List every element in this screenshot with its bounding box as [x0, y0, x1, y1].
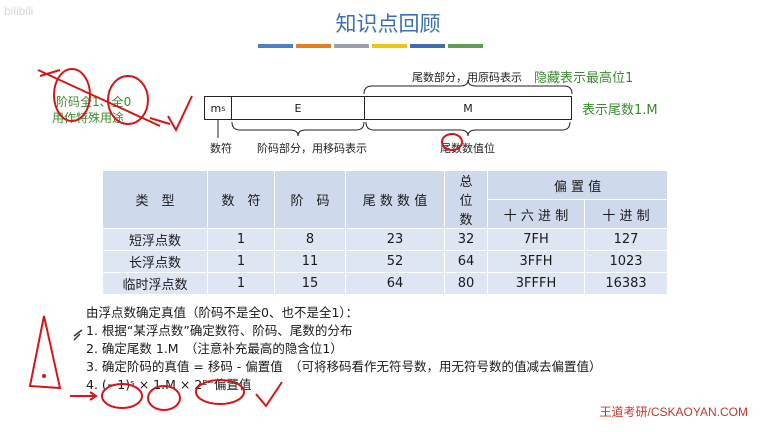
table-row: 长浮点数 1 11 52 64 3FFH 1023 [102, 250, 668, 273]
mantissa-lower-brace [365, 121, 571, 137]
table-cell: 1023 [584, 250, 668, 273]
color-segment [334, 44, 369, 48]
mantissa-part-label: 尾数部分，用原码表示 [412, 71, 522, 84]
table-cell: 11 [274, 250, 346, 273]
col-total-bits: 总 位 数 [444, 170, 488, 229]
table-cell: 短浮点数 [102, 228, 208, 251]
ms-sub: s [221, 103, 226, 113]
col-bias-hex: 十 六 进 制 [487, 199, 585, 229]
list-item: 1. 根据“某浮点数”确定数符、阶码、尾数的分布 [86, 323, 353, 338]
mantissa-label: M [463, 101, 473, 115]
hidden-bit-note: 隐藏表示最高位1 [534, 71, 634, 86]
table-cell: 16383 [584, 272, 668, 295]
table-cell: 64 [444, 250, 488, 273]
exponent-box: E [231, 96, 365, 120]
check-icon [167, 95, 193, 133]
color-segment [410, 44, 445, 48]
table-cell: 3FFH [487, 250, 585, 273]
pen-cursor-icon [73, 329, 83, 341]
table-header-row: 类 型 数 符 阶 码 尾 数 数 值 总 位 数 偏 置 值 [102, 170, 668, 229]
table-row: 短浮点数 1 8 23 32 7FH 127 [102, 228, 668, 251]
mantissa-value-label: 尾数数值位 [440, 142, 495, 155]
float-format-table: 类 型 数 符 阶 码 尾 数 数 值 总 位 数 偏 置 值 十 六 进 制 … [102, 170, 668, 295]
table-cell: 长浮点数 [102, 250, 208, 273]
table-subheader-row: 十 六 进 制 十 进 制 [103, 199, 668, 229]
color-bar [258, 44, 483, 48]
color-segment [296, 44, 331, 48]
col-bias-dec: 十 进 制 [584, 199, 668, 229]
col-bias: 偏 置 值 [487, 170, 668, 200]
notes-block: 由浮点数确定真值（阶码不是全0、也不是全1）： 1. 根据“某浮点数”确定数符、… [86, 304, 602, 394]
table-cell: 3FFFH [487, 272, 585, 295]
sign-label: 数符 [210, 142, 232, 155]
warning-triangle-icon [28, 315, 62, 390]
table-cell: 15 [274, 272, 346, 295]
color-segment [448, 44, 483, 48]
col-mantissa: 尾 数 数 值 [345, 170, 445, 229]
exponent-part-label: 阶码部分，用移码表示 [257, 142, 367, 155]
mantissa-1m-note: 表示尾数1.M [582, 103, 658, 118]
table-cell: 127 [584, 228, 668, 251]
table-cell: 64 [345, 272, 445, 295]
mantissa-box: M [364, 96, 572, 120]
exponent-all-note: 阶码全1、全0 [56, 95, 132, 109]
notes-list: 1. 根据“某浮点数”确定数符、阶码、尾数的分布 2. 确定尾数 1.M （注意… [86, 322, 602, 394]
notes-heading: 由浮点数确定真值（阶码不是全0、也不是全1）： [86, 305, 359, 320]
list-item: 2. 确定尾数 1.M （注意补充最高的隐含位1） [86, 341, 343, 356]
table-cell: 8 [274, 228, 346, 251]
table-row: 临时浮点数 1 15 64 80 3FFFH 16383 [102, 272, 668, 295]
table-cell: 52 [345, 250, 445, 273]
bilibili-watermark: bilibili [4, 4, 34, 18]
red-dot [42, 374, 46, 378]
list-item: 3. 确定阶码的真值 = 移码 - 偏置值 （可将移码看作无符号数，用无符号数的… [86, 359, 602, 374]
table-cell: 1 [207, 228, 275, 251]
table-cell: 临时浮点数 [102, 272, 208, 295]
col-sign: 数 符 [207, 170, 275, 229]
table-cell: 32 [444, 228, 488, 251]
exponent-label: E [294, 101, 302, 115]
exponent-brace [231, 121, 365, 137]
col-type: 类 型 [102, 170, 208, 229]
col-exponent: 阶 码 [274, 170, 346, 229]
table-cell: 1 [207, 250, 275, 273]
list-item: 4. (−1)ˢ × 1.M × 2ᴱ⁻偏置值 [86, 377, 252, 392]
brand-footer: 王道考研/CSKAOYAN.COM [599, 405, 748, 419]
table-cell: 23 [345, 228, 445, 251]
color-segment [372, 44, 407, 48]
ms-label: m [210, 101, 222, 115]
table-cell: 7FH [487, 228, 585, 251]
special-use-note: 用作特殊用途 [52, 111, 125, 125]
table-cell: 1 [207, 272, 275, 295]
color-segment [258, 44, 293, 48]
page-title: 知识点回顾 [335, 12, 441, 36]
table-cell: 80 [444, 272, 488, 295]
